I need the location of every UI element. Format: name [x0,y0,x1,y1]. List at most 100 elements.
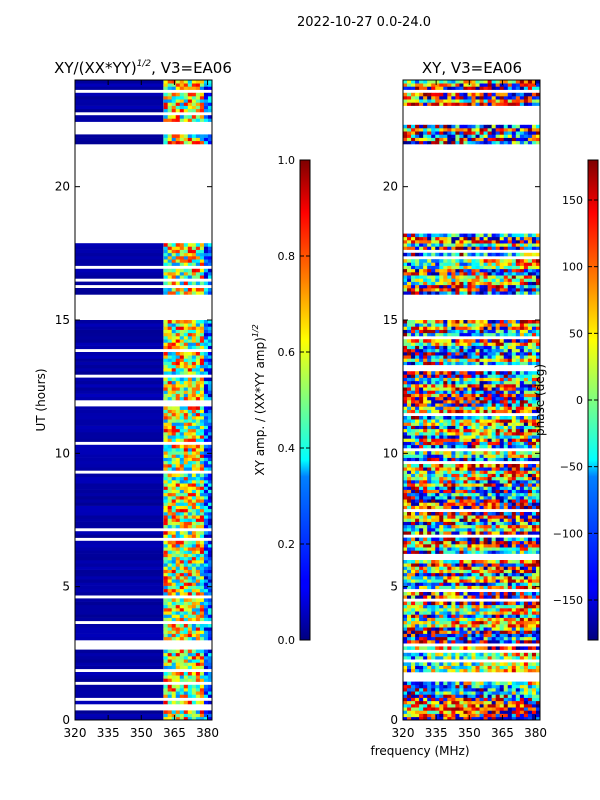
phase-cell [447,560,452,564]
phase-cell [403,457,408,462]
phase-cell [415,524,420,529]
amplitude-cell [175,572,181,577]
amplitude-cell [167,505,173,510]
amplitude-colorbar-gradient [299,159,311,641]
amplitude-cell [183,563,189,567]
phase-cell [451,416,456,420]
phase-cell [447,713,452,718]
amplitude-cell [75,252,164,257]
amplitude-cell [195,675,201,679]
phase-cell [507,451,513,455]
phase-cell [419,467,424,471]
amplitude-cell [167,521,173,526]
phase-cell [475,457,480,462]
amplitude-cell [191,604,197,609]
phase-cell [447,396,452,401]
phase-cell [459,646,464,650]
phase-cell [503,486,509,490]
phase-cell [523,483,529,487]
phase-cell [407,665,412,670]
phase-cell [523,544,529,548]
amplitude-cell [175,496,181,500]
amplitude-cell [183,611,189,615]
phase-cell [475,524,480,529]
phase-cell [527,668,533,673]
phase-cell [507,560,513,564]
phase-cell [527,480,533,484]
amplitude-cell [191,496,197,500]
amplitude-cell [163,563,168,567]
phase-cell [411,630,416,634]
phase-cell [475,521,480,526]
amplitude-cell [75,614,164,618]
amplitude-cell [171,368,177,372]
phase-cell [511,585,517,590]
amplitude-cell [171,553,177,558]
amplitude-cell [199,428,205,433]
phase-cell [455,544,460,548]
phase-cell [495,595,501,599]
phase-cell [459,566,464,570]
amplitude-cell [183,656,189,660]
amplitude-cell [183,102,189,106]
amplitude-cell [167,428,173,433]
amplitude-cell [179,92,185,97]
phase-cell [455,400,460,404]
amplitude-cell [203,608,209,612]
phase-cell [527,464,533,468]
amplitude-cell [199,512,205,516]
phase-cell [483,384,488,388]
phase-cell [527,540,533,545]
phase-cell [419,499,424,503]
phase-cell [451,662,456,666]
phase-cell [447,403,452,407]
amplitude-cell [207,432,212,436]
phase-cell [511,582,517,586]
phase-cell [439,486,444,490]
phase-cell [459,627,464,631]
phase-cell [515,563,521,567]
phase-cell [455,617,460,622]
phase-cell [467,531,472,535]
phase-cell [455,540,460,545]
phase-cell [531,691,537,695]
phase-cell [467,505,472,510]
phase-cell [487,611,492,615]
phase-cell [531,492,537,497]
amplitude-cell [203,438,209,442]
phase-cell [447,656,452,660]
phase-cell [451,697,456,702]
amplitude-cell [191,419,197,423]
phase-cell [507,614,513,618]
amplitude-cell [207,684,212,689]
phase-cell [407,499,412,503]
phase-cell [455,454,460,458]
amplitude-cell [171,691,177,695]
amplitude-cell [183,576,189,580]
phase-cell [527,560,533,564]
phase-cell [439,582,444,586]
amplitude-cell [199,336,205,340]
phase-cell [503,512,509,516]
amplitude-cell [187,467,193,471]
amplitude-cell [175,380,181,385]
phase-cell [503,473,509,478]
amplitude-cell [203,521,209,526]
phase-cell [479,601,484,606]
phase-cell [447,521,452,526]
phase-cell [491,396,496,401]
phase-cell [423,406,428,410]
phase-cell [519,704,525,708]
phase-cell [519,697,525,702]
phase-cell [515,646,521,650]
phase-cell [503,521,509,526]
amplitude-cell [207,336,212,340]
phase-cell [507,454,513,458]
phase-cell [535,620,540,625]
amplitude-cell [183,384,189,388]
phase-cell [495,454,501,458]
phase-cell [487,576,492,580]
amplitude-cell [195,691,201,695]
phase-cell [459,662,464,666]
amplitude-cell [203,556,209,561]
